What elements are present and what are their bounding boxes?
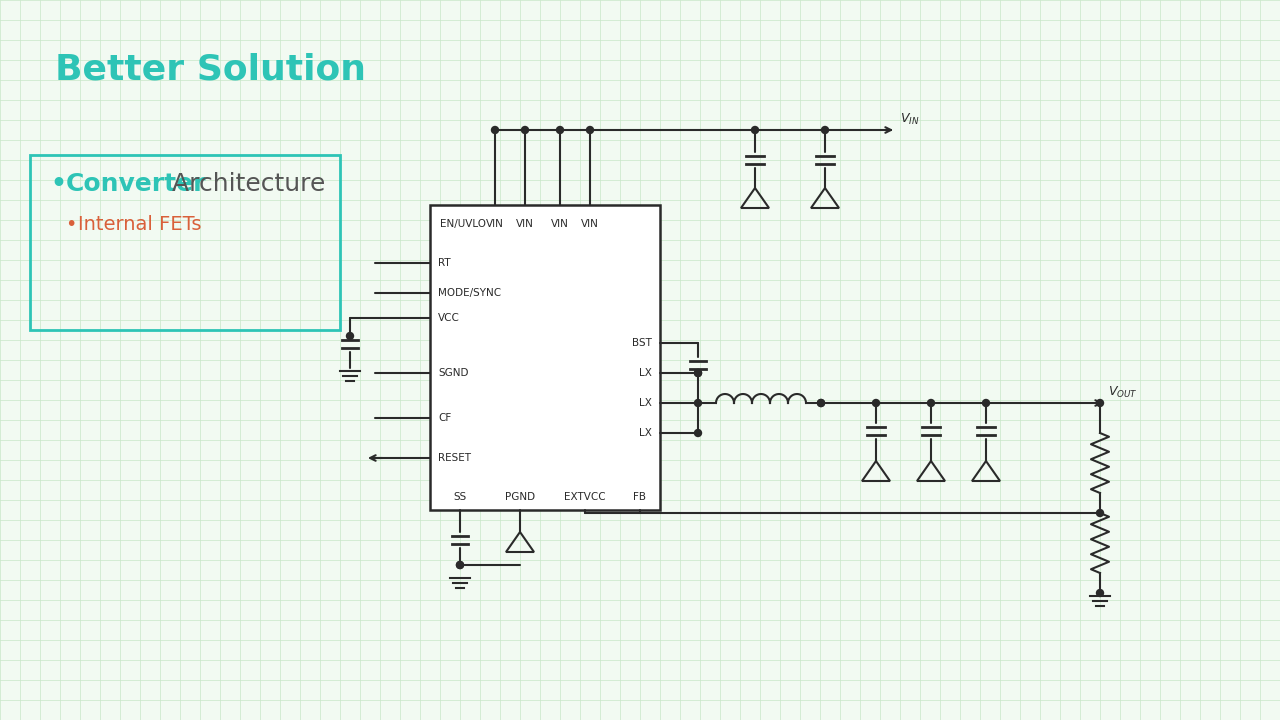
- Circle shape: [347, 333, 353, 340]
- Circle shape: [1097, 400, 1103, 407]
- Circle shape: [873, 400, 879, 407]
- Text: Better Solution: Better Solution: [55, 52, 366, 86]
- Text: VIN: VIN: [516, 219, 534, 229]
- Text: VCC: VCC: [438, 313, 460, 323]
- Text: CF: CF: [438, 413, 452, 423]
- Bar: [430, 205, 660, 510]
- Text: Architecture: Architecture: [164, 172, 325, 196]
- Text: LX: LX: [639, 368, 652, 378]
- Circle shape: [818, 400, 824, 407]
- Text: EXTVCC: EXTVCC: [564, 492, 605, 502]
- Text: VIN: VIN: [552, 219, 568, 229]
- Text: MODE/SYNC: MODE/SYNC: [438, 288, 502, 298]
- Circle shape: [457, 562, 463, 569]
- Text: Internal FETs: Internal FETs: [78, 215, 201, 234]
- Text: •: •: [50, 172, 67, 196]
- Text: $V_{OUT}$: $V_{OUT}$: [1108, 385, 1138, 400]
- Text: RT: RT: [438, 258, 451, 268]
- Circle shape: [983, 400, 989, 407]
- Circle shape: [928, 400, 934, 407]
- Circle shape: [586, 127, 594, 133]
- Circle shape: [557, 127, 563, 133]
- Text: Converter: Converter: [67, 172, 206, 196]
- Circle shape: [1097, 510, 1103, 516]
- Circle shape: [457, 562, 463, 569]
- Circle shape: [1097, 590, 1103, 596]
- Text: EN/UVLO: EN/UVLO: [440, 219, 486, 229]
- Text: LX: LX: [639, 428, 652, 438]
- Bar: [29, 155, 340, 330]
- Text: LX: LX: [639, 398, 652, 408]
- Circle shape: [695, 369, 701, 377]
- Text: RESET: RESET: [438, 453, 471, 463]
- Circle shape: [695, 369, 701, 377]
- Circle shape: [822, 127, 828, 133]
- Text: $V_{IN}$: $V_{IN}$: [900, 112, 919, 127]
- Circle shape: [818, 400, 824, 407]
- Text: FB: FB: [634, 492, 646, 502]
- Circle shape: [695, 400, 701, 407]
- Text: VIN: VIN: [486, 219, 504, 229]
- Circle shape: [695, 430, 701, 436]
- Circle shape: [492, 127, 498, 133]
- Text: SS: SS: [453, 492, 467, 502]
- Text: VIN: VIN: [581, 219, 599, 229]
- Text: PGND: PGND: [504, 492, 535, 502]
- Circle shape: [751, 127, 759, 133]
- Circle shape: [521, 127, 529, 133]
- Text: BST: BST: [632, 338, 652, 348]
- Text: SGND: SGND: [438, 368, 468, 378]
- Text: •: •: [65, 215, 77, 234]
